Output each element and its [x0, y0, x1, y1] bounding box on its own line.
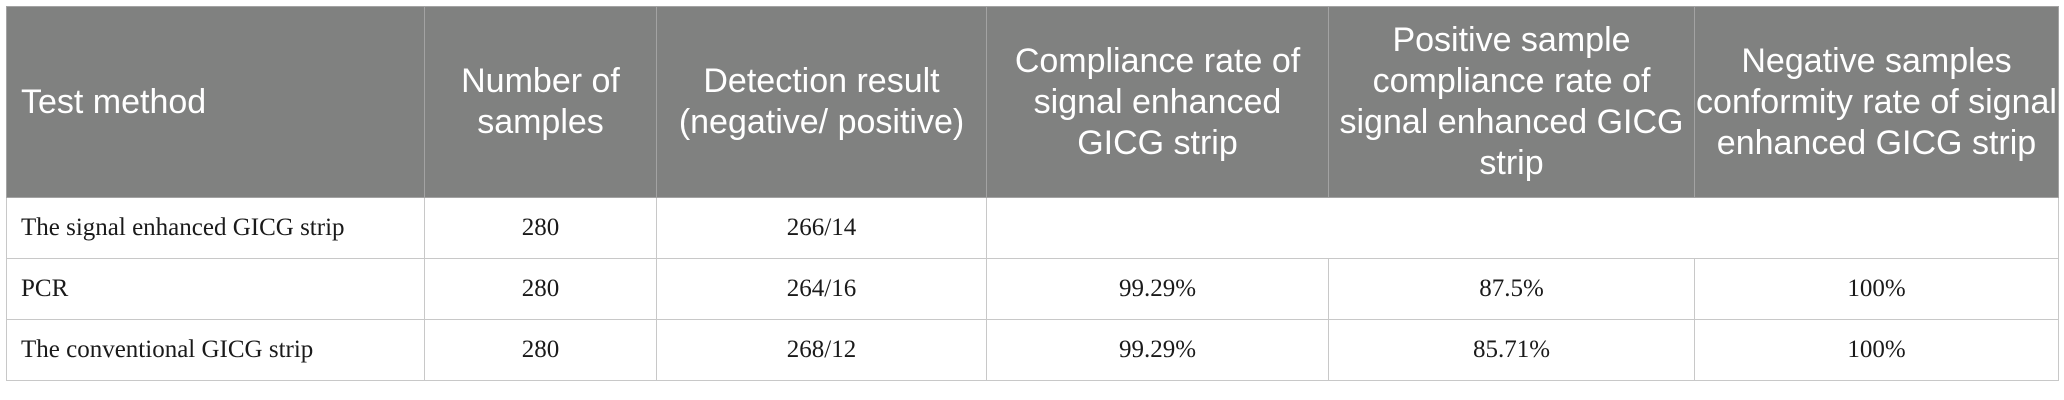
cell-negative-conformity-rate: 100% [1694, 319, 2059, 381]
results-table-container: Test method Number of samples Detection … [6, 6, 2059, 381]
cell-number-of-samples: 280 [424, 197, 657, 259]
cell-number-of-samples: 280 [424, 319, 657, 381]
comparison-table: Test method Number of samples Detection … [6, 6, 2059, 381]
table-body: The signal enhanced GICG strip 280 266/1… [6, 197, 2059, 381]
cell-compliance-rate: 99.29% [986, 319, 1329, 381]
cell-empty-rates [986, 197, 2059, 259]
header-positive-compliance-rate: Positive sample compliance rate of signa… [1328, 6, 1695, 198]
cell-positive-compliance-rate: 85.71% [1328, 319, 1695, 381]
cell-positive-compliance-rate: 87.5% [1328, 258, 1695, 320]
table-header: Test method Number of samples Detection … [6, 6, 2059, 198]
header-test-method: Test method [6, 6, 425, 198]
cell-test-method: The conventional GICG strip [6, 319, 425, 381]
header-row: Test method Number of samples Detection … [6, 6, 2059, 198]
header-number-of-samples: Number of samples [424, 6, 657, 198]
table-row: PCR 280 264/16 99.29% 87.5% 100% [6, 258, 2059, 320]
cell-detection-result: 264/16 [656, 258, 987, 320]
cell-number-of-samples: 280 [424, 258, 657, 320]
cell-test-method: PCR [6, 258, 425, 320]
cell-test-method: The signal enhanced GICG strip [6, 197, 425, 259]
table-row: The signal enhanced GICG strip 280 266/1… [6, 197, 2059, 259]
header-detection-result: Detection result (negative/ positive) [656, 6, 987, 198]
cell-detection-result: 266/14 [656, 197, 987, 259]
cell-detection-result: 268/12 [656, 319, 987, 381]
header-compliance-rate: Compliance rate of signal enhanced GICG … [986, 6, 1329, 198]
cell-compliance-rate: 99.29% [986, 258, 1329, 320]
table-row: The conventional GICG strip 280 268/12 9… [6, 319, 2059, 381]
cell-negative-conformity-rate: 100% [1694, 258, 2059, 320]
header-negative-conformity-rate: Negative samples conformity rate of sign… [1694, 6, 2059, 198]
